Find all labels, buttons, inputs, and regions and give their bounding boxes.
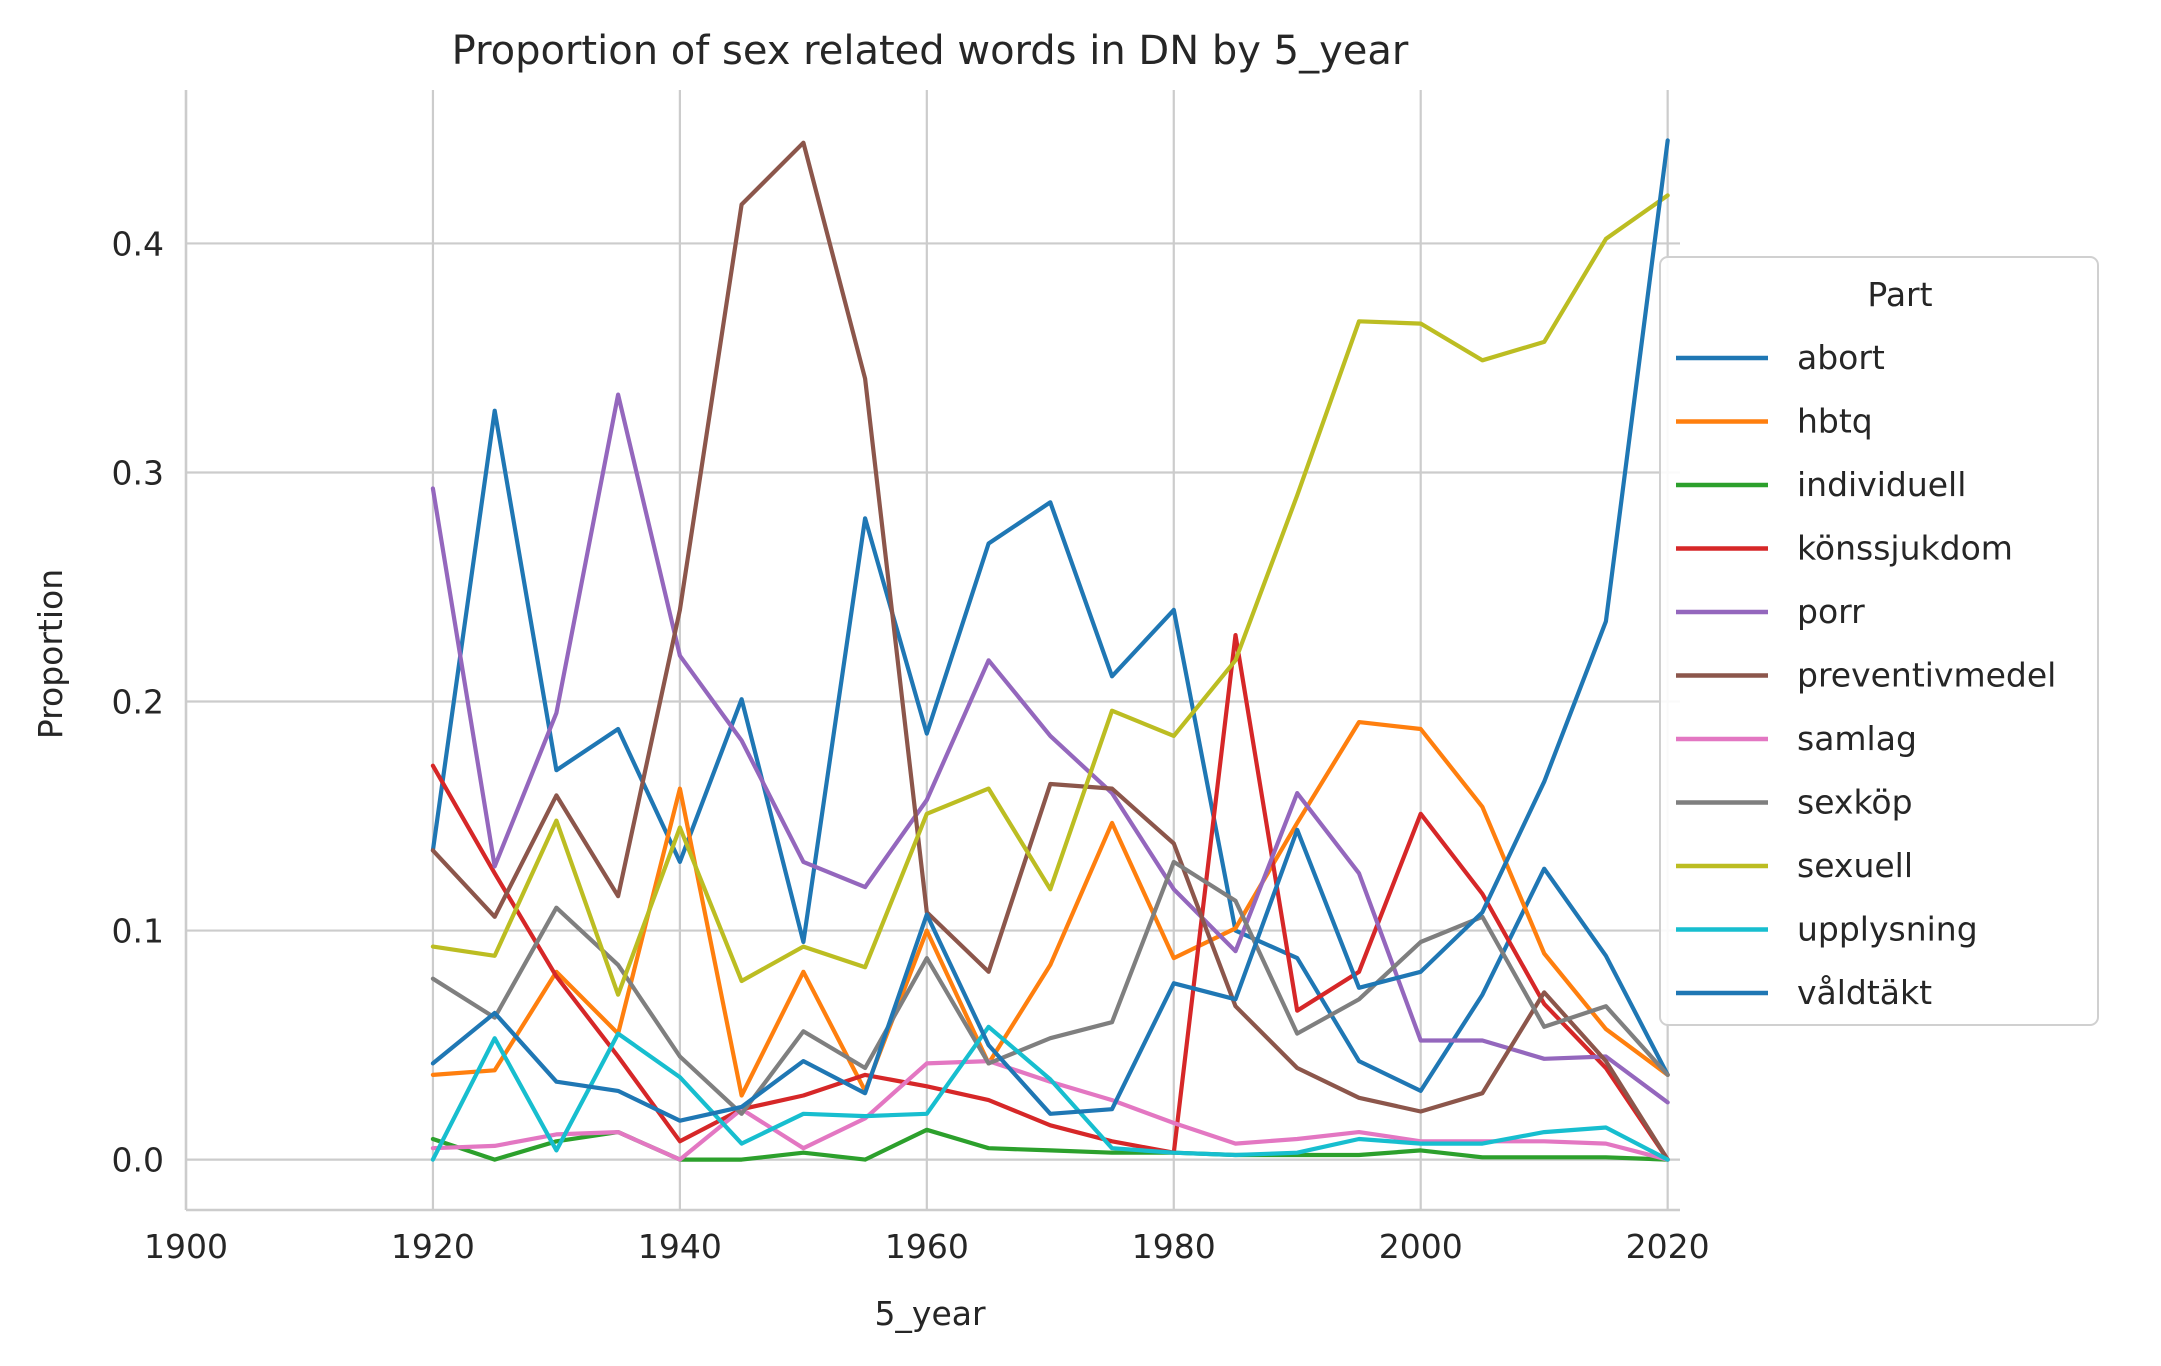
legend-box — [1659, 256, 2099, 1026]
legend-label: könssjukdom — [1797, 529, 2013, 568]
legend-label: preventivmedel — [1797, 656, 2056, 695]
series-line-porr — [430, 392, 1670, 1105]
legend-label: sexuell — [1797, 846, 1913, 885]
series-line-våldtäkt — [430, 138, 1670, 1123]
x-tick-label: 1900 — [144, 1227, 228, 1266]
series-line-hbtq — [430, 719, 1670, 1098]
series-line-sexuell — [430, 193, 1670, 997]
legend-label: våldtäkt — [1797, 973, 1932, 1012]
series-line-könssjukdom — [430, 632, 1670, 1162]
series-line-abort — [430, 408, 1670, 1094]
y-tick-label: 0.1 — [112, 912, 164, 951]
y-tick-label: 0.4 — [112, 224, 164, 263]
chart-title: Proportion of sex related words in DN by… — [452, 28, 1409, 74]
y-tick-label: 0.2 — [112, 683, 164, 722]
x-tick-label: 1960 — [885, 1227, 969, 1266]
series-line-upplysning — [430, 1024, 1670, 1162]
series-line-preventivmedel — [430, 140, 1670, 1162]
legend-label: porr — [1797, 592, 1865, 631]
x-tick-label: 1980 — [1132, 1227, 1216, 1266]
legend-label: abort — [1797, 338, 1885, 377]
x-axis-label: 5_year — [874, 1294, 986, 1333]
legend-label: samlag — [1797, 719, 1917, 758]
x-tick-label: 2020 — [1626, 1227, 1710, 1266]
legend: Part abort hbtq individuell könssjukdom porr… — [1659, 256, 2099, 1026]
series-lines — [430, 138, 1670, 1162]
legend-label: sexköp — [1797, 783, 1913, 822]
legend-label: upplysning — [1797, 910, 1978, 949]
legend-label: hbtq — [1797, 402, 1873, 441]
x-tick-label: 2000 — [1379, 1227, 1463, 1266]
y-axis-label: Proportion — [31, 569, 70, 739]
series-line-sexköp — [430, 859, 1670, 1116]
y-tick-label: 0.0 — [112, 1141, 164, 1180]
legend-title: Part — [1867, 275, 1932, 314]
x-tick-label: 1940 — [638, 1227, 722, 1266]
legend-label: individuell — [1797, 465, 1966, 504]
tick-labels: 1900 1920 1940 1960 1980 2000 2020 0.0 0.1 0.2 0.3… — [112, 224, 1710, 1266]
legend-items: abort hbtq individuell könssjukdom porr preve… — [1676, 338, 2056, 1012]
x-tick-label: 1920 — [391, 1227, 475, 1266]
axes — [184, 90, 1680, 1212]
y-tick-label: 0.3 — [112, 453, 164, 492]
